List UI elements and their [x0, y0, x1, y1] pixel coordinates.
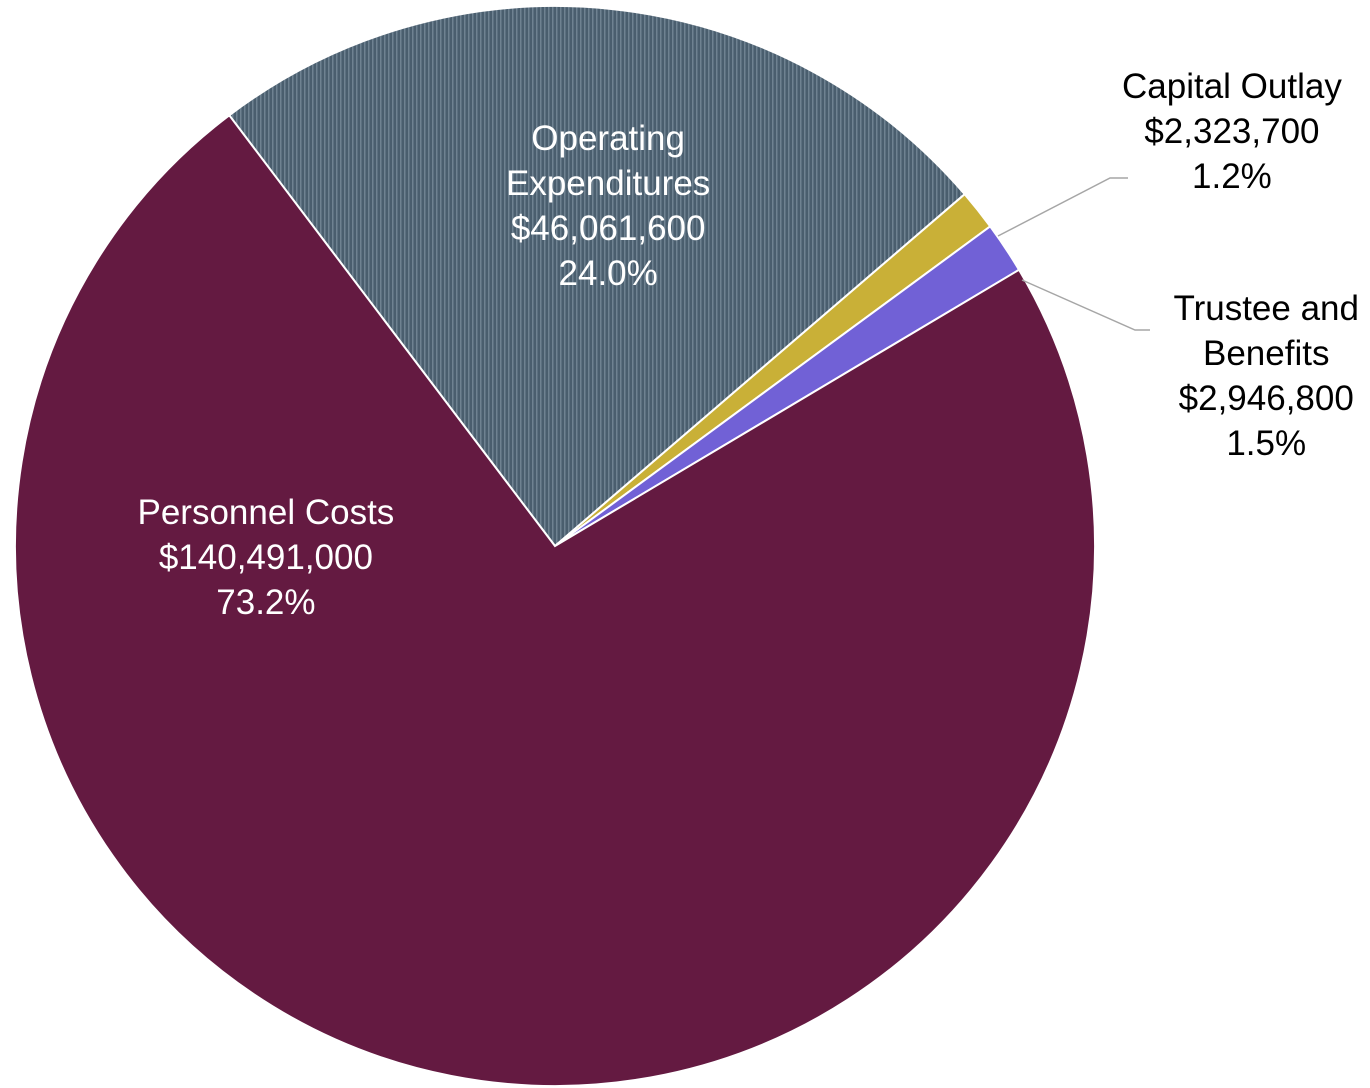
data-label-line: Benefits	[1203, 334, 1330, 373]
data-label-line: $46,061,600	[510, 209, 706, 248]
pie-slice-operating-expenditures	[227, 5, 967, 548]
data-label-line: $2,946,800	[1178, 379, 1354, 418]
data-label-line: 24.0%	[558, 254, 658, 293]
leader-line	[997, 177, 1128, 237]
pie-slice-personnel-costs	[14, 113, 1096, 1087]
data-label-line: Operating	[531, 119, 685, 158]
data-label-line: Trustee and	[1173, 289, 1359, 328]
leader-line	[1021, 279, 1150, 331]
data-label: Personnel Costs $140,491,000 73.2%	[138, 490, 395, 625]
data-label-line: 1.5%	[1226, 424, 1307, 463]
data-label-line: Personnel Costs	[137, 493, 395, 532]
data-label-line: 1.2%	[1192, 157, 1272, 196]
data-label: Trustee and Benefits $2,946,800 1.5%	[1174, 286, 1359, 466]
data-label-line: 73.2%	[216, 583, 316, 622]
data-label-line: Capital Outlay	[1122, 67, 1342, 106]
data-label-line: $2,323,700	[1144, 112, 1320, 151]
data-label: Operating Expenditures $46,061,600 24.0%	[506, 116, 710, 296]
data-label: Capital Outlay $2,323,700 1.2%	[1122, 64, 1342, 199]
data-label-line: Expenditures	[506, 164, 711, 203]
data-label-line: $140,491,000	[158, 538, 373, 577]
